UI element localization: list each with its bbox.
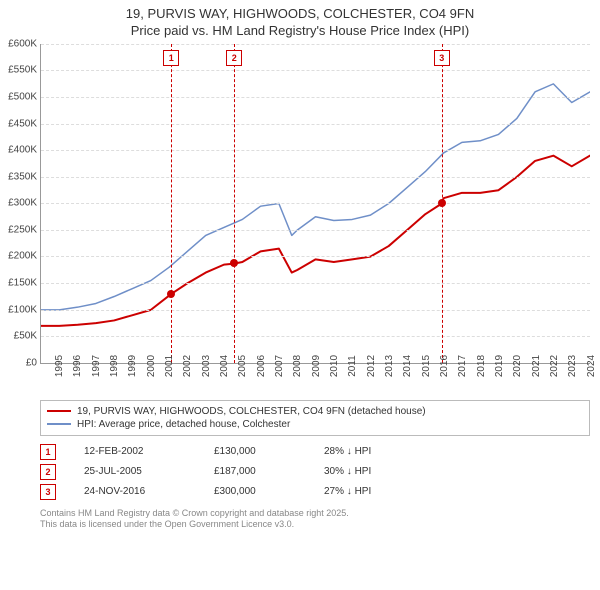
plot-area: £0£50K£100K£150K£200K£250K£300K£350K£400… bbox=[40, 44, 590, 364]
record-row: 3 24-NOV-2016£300,00027% ↓ HPI bbox=[40, 482, 590, 502]
legend-item-hpi: HPI: Average price, detached house, Colc… bbox=[47, 418, 583, 431]
x-axis: 1995199619971998199920002001200220032004… bbox=[40, 364, 590, 394]
footer-line-1: Contains HM Land Registry data © Crown c… bbox=[40, 508, 590, 520]
record-price: £130,000 bbox=[214, 446, 324, 457]
y-tick-label: £250K bbox=[8, 224, 41, 235]
record-delta: 30% ↓ HPI bbox=[324, 466, 434, 477]
series-price_paid bbox=[41, 155, 590, 325]
gridline-h bbox=[41, 44, 590, 45]
gridline-h bbox=[41, 177, 590, 178]
record-price: £300,000 bbox=[214, 486, 324, 497]
footer: Contains HM Land Registry data © Crown c… bbox=[40, 508, 590, 531]
record-date: 25-JUL-2005 bbox=[84, 466, 214, 477]
footer-line-2: This data is licensed under the Open Gov… bbox=[40, 519, 590, 531]
marker-box: 2 bbox=[226, 50, 242, 66]
marker-box: 3 bbox=[434, 50, 450, 66]
legend-item-price-paid: 19, PURVIS WAY, HIGHWOODS, COLCHESTER, C… bbox=[47, 405, 583, 418]
record-marker: 3 bbox=[40, 484, 56, 500]
record-marker: 2 bbox=[40, 464, 56, 480]
plot-wrap: £0£50K£100K£150K£200K£250K£300K£350K£400… bbox=[40, 44, 590, 394]
record-price: £187,000 bbox=[214, 466, 324, 477]
legend: 19, PURVIS WAY, HIGHWOODS, COLCHESTER, C… bbox=[40, 400, 590, 436]
x-tick-label: 2025 bbox=[590, 355, 600, 377]
marker-dot bbox=[438, 199, 446, 207]
series-hpi bbox=[41, 84, 590, 310]
title-line-1: 19, PURVIS WAY, HIGHWOODS, COLCHESTER, C… bbox=[0, 6, 600, 23]
gridline-h bbox=[41, 150, 590, 151]
y-tick-label: £0 bbox=[26, 357, 41, 368]
legend-swatch bbox=[47, 423, 71, 425]
record-delta: 27% ↓ HPI bbox=[324, 486, 434, 497]
y-tick-label: £200K bbox=[8, 251, 41, 262]
record-date: 24-NOV-2016 bbox=[84, 486, 214, 497]
record-delta: 28% ↓ HPI bbox=[324, 446, 434, 457]
y-tick-label: £150K bbox=[8, 278, 41, 289]
record-row: 2 25-JUL-2005£187,00030% ↓ HPI bbox=[40, 462, 590, 482]
title-line-2: Price paid vs. HM Land Registry's House … bbox=[0, 23, 600, 40]
gridline-h bbox=[41, 310, 590, 311]
marker-dot bbox=[230, 259, 238, 267]
gridline-h bbox=[41, 124, 590, 125]
y-tick-label: £500K bbox=[8, 91, 41, 102]
y-tick-label: £300K bbox=[8, 198, 41, 209]
y-tick-label: £400K bbox=[8, 145, 41, 156]
record-row: 1 12-FEB-2002£130,00028% ↓ HPI bbox=[40, 442, 590, 462]
record-marker: 1 bbox=[40, 444, 56, 460]
records-table: 1 12-FEB-2002£130,00028% ↓ HPI 2 25-JUL-200… bbox=[40, 442, 590, 502]
y-tick-label: £350K bbox=[8, 171, 41, 182]
marker-vline bbox=[171, 44, 172, 363]
gridline-h bbox=[41, 97, 590, 98]
gridline-h bbox=[41, 70, 590, 71]
legend-swatch bbox=[47, 410, 71, 412]
y-tick-label: £450K bbox=[8, 118, 41, 129]
record-date: 12-FEB-2002 bbox=[84, 446, 214, 457]
marker-box: 1 bbox=[163, 50, 179, 66]
chart-container: 19, PURVIS WAY, HIGHWOODS, COLCHESTER, C… bbox=[0, 0, 600, 531]
gridline-h bbox=[41, 203, 590, 204]
y-tick-label: £100K bbox=[8, 304, 41, 315]
chart-titles: 19, PURVIS WAY, HIGHWOODS, COLCHESTER, C… bbox=[0, 0, 600, 40]
gridline-h bbox=[41, 230, 590, 231]
legend-label: 19, PURVIS WAY, HIGHWOODS, COLCHESTER, C… bbox=[77, 406, 426, 417]
gridline-h bbox=[41, 283, 590, 284]
y-tick-label: £550K bbox=[8, 65, 41, 76]
marker-dot bbox=[167, 290, 175, 298]
y-tick-label: £600K bbox=[8, 38, 41, 49]
gridline-h bbox=[41, 256, 590, 257]
y-tick-label: £50K bbox=[14, 331, 41, 342]
legend-label: HPI: Average price, detached house, Colc… bbox=[77, 419, 290, 430]
marker-vline bbox=[234, 44, 235, 363]
gridline-h bbox=[41, 336, 590, 337]
